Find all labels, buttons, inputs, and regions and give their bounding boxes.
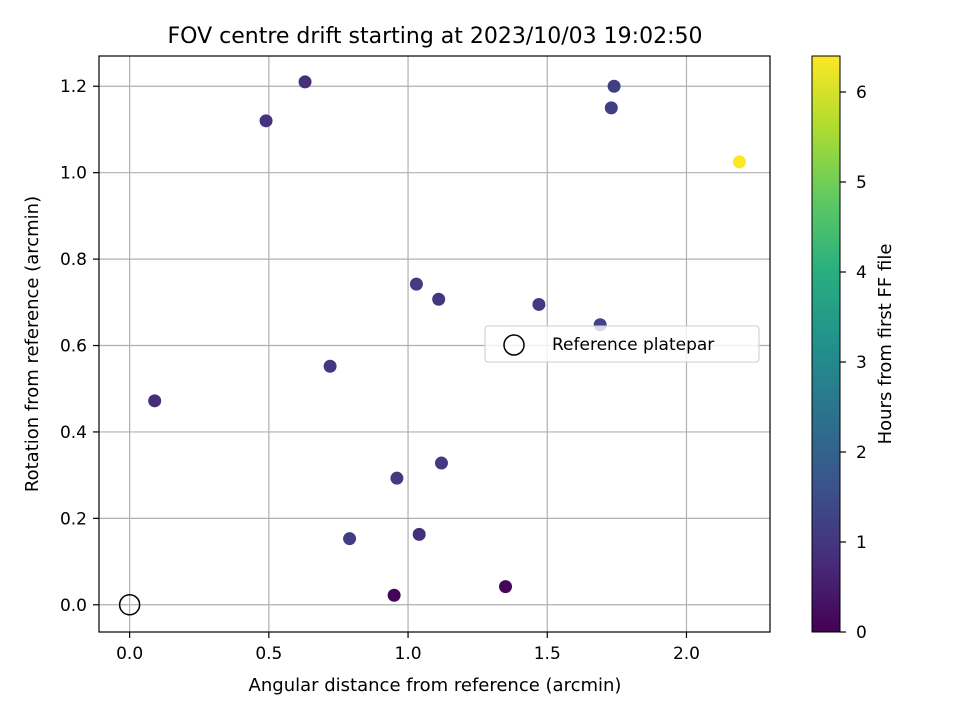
colorbar-tick-label: 1 — [856, 533, 867, 553]
colorbar-gradient — [811, 55, 841, 633]
chart-title: FOV centre drift starting at 2023/10/03 … — [168, 24, 703, 49]
y-tick-label: 0.2 — [60, 509, 87, 529]
scatter-point — [409, 277, 423, 291]
x-tick-label: 0.5 — [255, 644, 282, 664]
colorbar-tick-label: 6 — [856, 83, 867, 103]
scatter-points — [118, 75, 746, 616]
scatter-point — [412, 527, 426, 541]
legend-reference-marker — [503, 334, 525, 356]
scatter-point — [323, 359, 337, 373]
x-tick-label: 1.0 — [395, 644, 422, 664]
colorbar-tick-label: 0 — [856, 623, 867, 643]
x-axis-ticks: 0.0 0.5 1.0 1.5 2.0 — [116, 632, 700, 664]
scatter-point — [148, 394, 162, 408]
y-tick-label: 0.8 — [60, 250, 87, 270]
y-axis-ticks: 0.0 0.2 0.4 0.6 0.8 1.0 1.2 — [60, 77, 99, 616]
colorbar-tick-label: 3 — [856, 353, 867, 373]
x-axis-label: Angular distance from reference (arcmin) — [249, 675, 622, 696]
colorbar-ticks: 0 1 2 3 4 5 6 — [840, 83, 867, 643]
colorbar-tick-label: 4 — [856, 263, 867, 283]
scatter-point — [343, 532, 357, 546]
scatter-point — [434, 456, 448, 470]
colorbar-tick-label: 5 — [856, 173, 867, 193]
x-tick-label: 0.0 — [116, 644, 143, 664]
legend: Reference platepar — [484, 325, 760, 363]
y-tick-label: 0.6 — [60, 337, 87, 357]
legend-reference-label: Reference platepar — [552, 335, 714, 355]
colorbar-tick-label: 2 — [856, 443, 867, 463]
scatter-point — [259, 114, 273, 128]
legend-box — [484, 325, 760, 363]
scatter-point — [432, 292, 446, 306]
y-tick-label: 1.2 — [60, 77, 87, 97]
y-tick-label: 0.4 — [60, 423, 87, 443]
y-tick-label: 0.0 — [60, 596, 87, 616]
scatter-point — [607, 79, 621, 93]
colorbar-label: Hours from first FF file — [875, 244, 896, 445]
scatter-point — [390, 471, 404, 485]
reference-platepar-marker — [118, 594, 141, 616]
scatter-point — [532, 297, 546, 311]
scatter-point — [732, 155, 746, 169]
y-axis-label: Rotation from reference (arcmin) — [22, 196, 43, 492]
scatter-point — [604, 101, 618, 115]
x-tick-label: 1.5 — [534, 644, 561, 664]
plot-frame — [98, 55, 771, 633]
x-tick-label: 2.0 — [673, 644, 700, 664]
scatter-point — [387, 588, 401, 602]
y-tick-label: 1.0 — [60, 164, 87, 184]
scatter-point — [298, 75, 312, 89]
colorbar: 0 1 2 3 4 5 6 Hours from first FF file — [811, 55, 896, 643]
scatter-point — [498, 580, 512, 594]
